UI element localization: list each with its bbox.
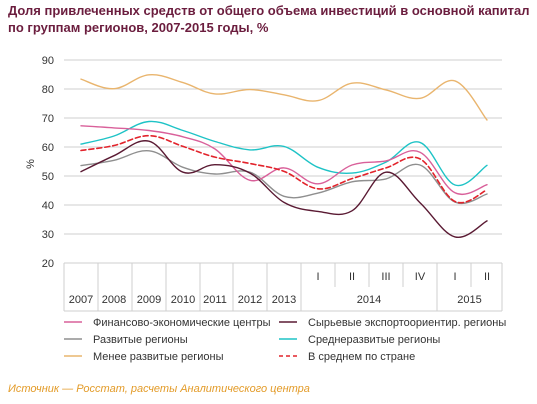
series-line-developed: [80, 150, 488, 205]
x-year-label: 2010: [171, 294, 195, 306]
x-quarter-label: I: [316, 271, 319, 283]
x-year-label: 2009: [137, 294, 161, 306]
y-tick-label: 40: [42, 200, 54, 212]
y-tick-label: 80: [42, 84, 54, 96]
x-quarter-label: I: [453, 271, 456, 283]
source-note: Источник — Росстат, расчеты Аналитическо…: [8, 383, 310, 395]
legend-label-middle: Среднеразвитые регионы: [308, 334, 440, 346]
x-quarter-label: III: [381, 271, 390, 283]
series-line-middle: [80, 120, 488, 187]
chart-title: Доля привлеченных средств от общего объе…: [8, 3, 530, 35]
legend-label-less: Менее развитые регионы: [93, 351, 224, 363]
x-year-label: 2013: [272, 294, 296, 306]
legend-label-average: В среднем по стране: [308, 351, 415, 363]
y-tick-label: 20: [42, 258, 54, 270]
legend-label-finance: Финансово-экономические центры: [93, 317, 271, 329]
series-line-resource: [80, 140, 488, 238]
y-tick-label: 70: [42, 113, 54, 125]
y-tick-label: 50: [42, 171, 54, 183]
series-line-less: [80, 73, 488, 121]
series-line-average: [80, 134, 488, 204]
y-axis: 20 30 40 50 60 70 80 90%: [25, 55, 54, 270]
x-year-label: 2007: [69, 294, 93, 306]
y-tick-label: 60: [42, 142, 54, 154]
grid-layer: [64, 59, 502, 264]
y-tick-label: 90: [42, 55, 54, 67]
legend-label-resource: Сырьевые экспортоориентир. регионы: [308, 317, 506, 329]
x-quarter-label: IV: [415, 271, 426, 283]
series-line-finance: [80, 125, 488, 195]
x-year-label: 2012: [238, 294, 262, 306]
x-group-label: 2014: [357, 294, 381, 306]
series-layer: [80, 73, 488, 238]
x-year-label: 2011: [203, 294, 227, 306]
legend-label-developed: Развитые регионы: [93, 334, 188, 346]
x-quarter-label: II: [349, 271, 355, 283]
legend: Финансово-экономические центры Сырьевые э…: [64, 317, 506, 363]
x-group-label: 2015: [457, 294, 481, 306]
x-quarter-label: II: [484, 271, 490, 283]
y-tick-label: 30: [42, 229, 54, 241]
x-year-label: 2008: [102, 294, 126, 306]
y-axis-label: %: [25, 159, 37, 169]
